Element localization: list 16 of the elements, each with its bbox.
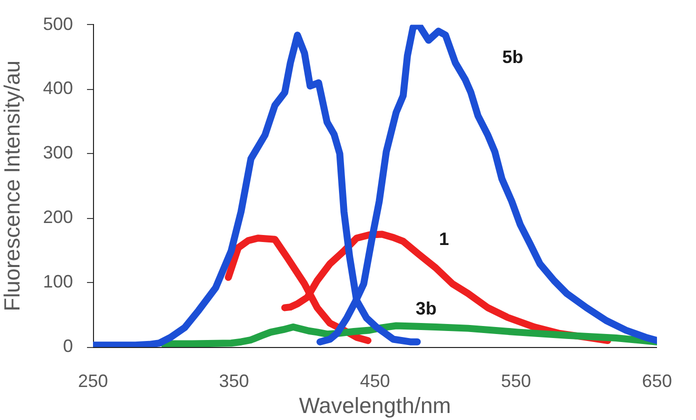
y-axis-title: Fluorescence Intensity/au bbox=[0, 60, 24, 312]
series-label: 1 bbox=[439, 229, 450, 250]
y-tick-label: 300 bbox=[42, 142, 73, 163]
x-axis-title: Wavelength/nm bbox=[298, 392, 452, 418]
x-tick-label: 650 bbox=[642, 370, 672, 391]
series-label: 3b bbox=[416, 298, 437, 319]
text: 5b bbox=[502, 46, 524, 67]
y-tick-label: 100 bbox=[42, 272, 73, 292]
y-tick-label: 200 bbox=[42, 207, 73, 228]
x-tick-label: 450 bbox=[360, 370, 390, 391]
y-tick-label: 500 bbox=[42, 14, 73, 34]
x-tick-label: 350 bbox=[218, 370, 250, 391]
y-tick-label: 400 bbox=[42, 78, 73, 98]
y-tick-label: 0 bbox=[62, 336, 73, 356]
x-tick-label: 250 bbox=[78, 370, 108, 391]
x-tick-label: 550 bbox=[500, 370, 532, 391]
